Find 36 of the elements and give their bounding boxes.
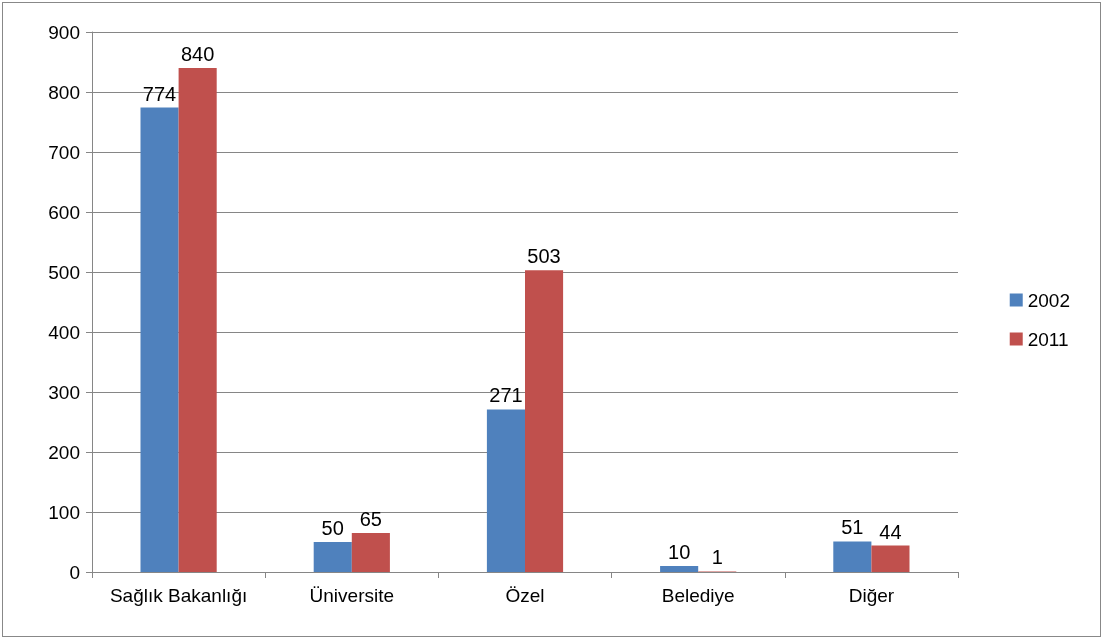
bar (313, 542, 352, 572)
data-label: 10 (668, 541, 691, 563)
x-tick-label: Belediye (661, 585, 735, 606)
data-label: 1 (711, 546, 723, 569)
bar (525, 270, 564, 572)
data-label: 503 (527, 245, 561, 268)
bar (871, 545, 910, 572)
legend-label: 2011 (1027, 328, 1069, 350)
y-tick-label: 500 (48, 261, 80, 283)
bar (140, 107, 179, 572)
data-label: 50 (321, 517, 344, 539)
y-tick-label: 300 (48, 381, 80, 403)
y-tick-label: 0 (69, 561, 80, 583)
y-tick-label: 900 (48, 21, 80, 43)
y-tick-label: 400 (48, 321, 80, 343)
bar (351, 533, 390, 572)
bar (178, 68, 217, 572)
bar (486, 409, 525, 572)
x-tick-label: Özel (505, 585, 545, 606)
data-label: 51 (841, 516, 864, 539)
x-tick-label: Diğer (848, 585, 895, 606)
data-label: 840 (180, 43, 215, 65)
bar (660, 566, 699, 572)
y-tick-label: 200 (48, 441, 80, 463)
y-tick-label: 700 (48, 141, 80, 163)
x-tick-label: Üniversite (309, 585, 395, 606)
legend-label: 2002 (1027, 289, 1071, 311)
data-label: 271 (489, 384, 523, 407)
bar (833, 541, 872, 572)
x-tick-label: Sağlık Bakanlığı (109, 585, 248, 606)
data-label: 44 (879, 520, 902, 543)
y-tick-label: 800 (48, 81, 80, 103)
y-tick-label: 600 (48, 201, 80, 223)
y-tick-label: 100 (48, 501, 80, 523)
data-label: 65 (359, 508, 382, 530)
data-label: 774 (142, 82, 177, 105)
